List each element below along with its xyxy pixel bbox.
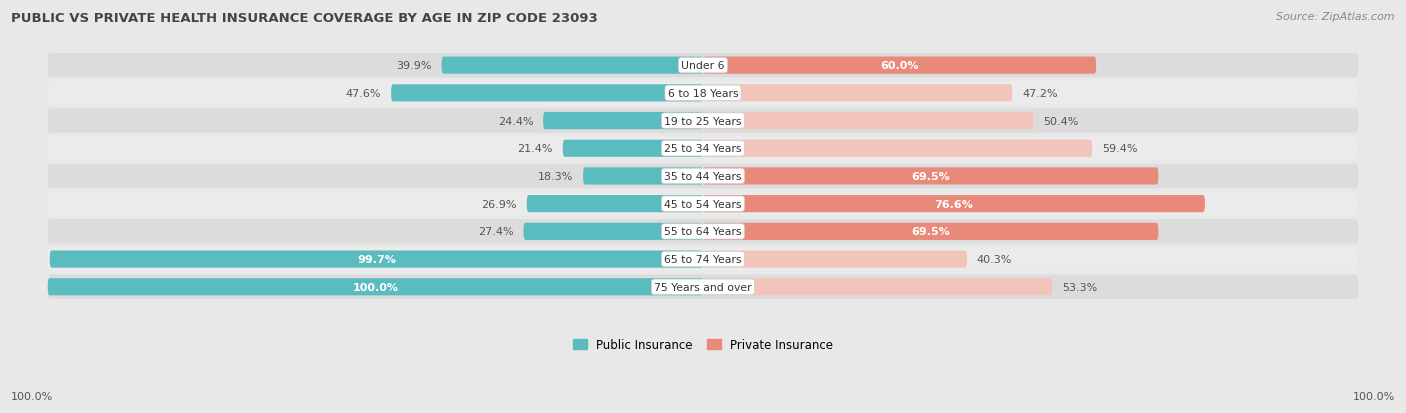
Text: 100.0%: 100.0%: [1353, 392, 1395, 401]
FancyBboxPatch shape: [703, 85, 1012, 102]
Text: 26.9%: 26.9%: [481, 199, 517, 209]
Text: 27.4%: 27.4%: [478, 227, 513, 237]
FancyBboxPatch shape: [703, 168, 1159, 185]
Text: 40.3%: 40.3%: [977, 254, 1012, 264]
FancyBboxPatch shape: [703, 140, 1092, 157]
FancyBboxPatch shape: [703, 57, 1097, 74]
Text: 19 to 25 Years: 19 to 25 Years: [664, 116, 742, 126]
Text: Source: ZipAtlas.com: Source: ZipAtlas.com: [1277, 12, 1395, 22]
Text: 35 to 44 Years: 35 to 44 Years: [664, 171, 742, 182]
Legend: Public Insurance, Private Insurance: Public Insurance, Private Insurance: [568, 333, 838, 356]
FancyBboxPatch shape: [441, 57, 703, 74]
FancyBboxPatch shape: [48, 220, 1358, 244]
FancyBboxPatch shape: [527, 196, 703, 213]
FancyBboxPatch shape: [48, 81, 1358, 106]
Text: 18.3%: 18.3%: [538, 171, 574, 182]
FancyBboxPatch shape: [703, 251, 967, 268]
Text: 53.3%: 53.3%: [1062, 282, 1097, 292]
FancyBboxPatch shape: [48, 54, 1358, 78]
Text: 59.4%: 59.4%: [1102, 144, 1137, 154]
Text: PUBLIC VS PRIVATE HEALTH INSURANCE COVERAGE BY AGE IN ZIP CODE 23093: PUBLIC VS PRIVATE HEALTH INSURANCE COVER…: [11, 12, 598, 25]
FancyBboxPatch shape: [703, 113, 1033, 130]
FancyBboxPatch shape: [48, 109, 1358, 133]
Text: 47.6%: 47.6%: [346, 89, 381, 99]
Text: 47.2%: 47.2%: [1022, 89, 1057, 99]
Text: 75 Years and over: 75 Years and over: [654, 282, 752, 292]
Text: 99.7%: 99.7%: [357, 254, 396, 264]
Text: Under 6: Under 6: [682, 61, 724, 71]
Text: 69.5%: 69.5%: [911, 227, 950, 237]
FancyBboxPatch shape: [391, 85, 703, 102]
Text: 24.4%: 24.4%: [498, 116, 533, 126]
Text: 25 to 34 Years: 25 to 34 Years: [664, 144, 742, 154]
FancyBboxPatch shape: [703, 196, 1205, 213]
FancyBboxPatch shape: [48, 164, 1358, 189]
FancyBboxPatch shape: [48, 247, 1358, 272]
FancyBboxPatch shape: [48, 137, 1358, 161]
FancyBboxPatch shape: [49, 251, 703, 268]
Text: 55 to 64 Years: 55 to 64 Years: [664, 227, 742, 237]
FancyBboxPatch shape: [48, 192, 1358, 216]
FancyBboxPatch shape: [703, 278, 1052, 296]
Text: 6 to 18 Years: 6 to 18 Years: [668, 89, 738, 99]
Text: 65 to 74 Years: 65 to 74 Years: [664, 254, 742, 264]
Text: 50.4%: 50.4%: [1043, 116, 1078, 126]
Text: 21.4%: 21.4%: [517, 144, 553, 154]
Text: 69.5%: 69.5%: [911, 171, 950, 182]
Text: 100.0%: 100.0%: [11, 392, 53, 401]
Text: 76.6%: 76.6%: [935, 199, 973, 209]
FancyBboxPatch shape: [562, 140, 703, 157]
FancyBboxPatch shape: [583, 168, 703, 185]
FancyBboxPatch shape: [48, 275, 1358, 299]
FancyBboxPatch shape: [703, 223, 1159, 240]
FancyBboxPatch shape: [523, 223, 703, 240]
Text: 60.0%: 60.0%: [880, 61, 920, 71]
Text: 39.9%: 39.9%: [396, 61, 432, 71]
Text: 100.0%: 100.0%: [353, 282, 398, 292]
FancyBboxPatch shape: [543, 113, 703, 130]
Text: 45 to 54 Years: 45 to 54 Years: [664, 199, 742, 209]
FancyBboxPatch shape: [48, 278, 703, 296]
